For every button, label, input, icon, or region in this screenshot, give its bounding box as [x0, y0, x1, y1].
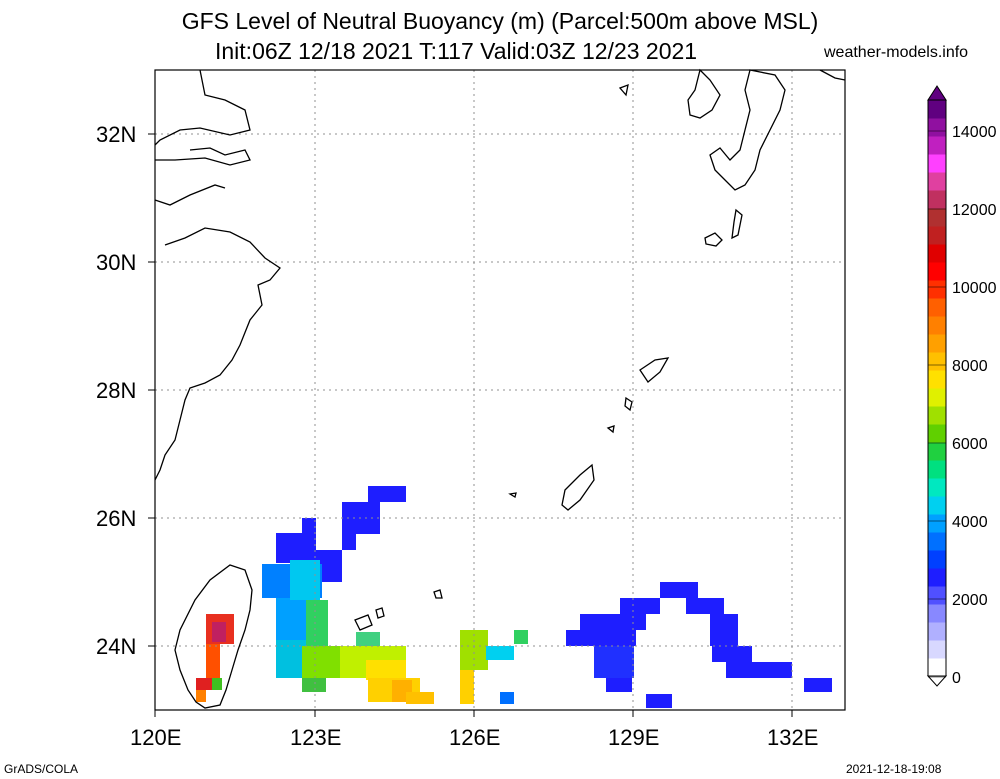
- lat-label: 30N: [96, 250, 136, 275]
- colorbar-bottom-arrow: [926, 675, 948, 687]
- colorbar-segment: [928, 118, 946, 137]
- colorbar-segment: [928, 280, 946, 299]
- footer-timestamp: 2021-12-18-19:08: [846, 762, 942, 776]
- lon-label: 132E: [767, 725, 818, 750]
- colorbar-segment: [928, 622, 946, 641]
- colorbar-segment: [928, 298, 946, 317]
- site-credit: weather-models.info: [824, 44, 969, 61]
- colorbar-segment: [928, 424, 946, 443]
- colorbar-segment: [928, 640, 946, 659]
- colorbar-segment: [928, 208, 946, 227]
- colorbar-segment: [928, 658, 946, 677]
- lon-label: 123E: [290, 725, 341, 750]
- colorbar-segment: [928, 604, 946, 623]
- coastlines: [154, 68, 846, 709]
- colorbar-label: 14000: [952, 124, 997, 141]
- colorbar-segment: [928, 190, 946, 209]
- colorbar-segment: [928, 442, 946, 461]
- colorbar-label: 4000: [952, 514, 988, 531]
- colorbar-segment: [928, 460, 946, 479]
- colorbar-segment: [928, 172, 946, 191]
- colorbar-segment: [928, 370, 946, 389]
- colorbar-label: 2000: [952, 592, 988, 609]
- colorbar-segment: [928, 316, 946, 335]
- colorbar-segment: [928, 586, 946, 605]
- colorbar-segment: [928, 388, 946, 407]
- colorbar-segment: [928, 226, 946, 245]
- lon-label: 126E: [449, 725, 500, 750]
- title-line-1: GFS Level of Neutral Buoyancy (m) (Parce…: [181, 8, 819, 34]
- lat-label: 28N: [96, 378, 136, 403]
- lon-label: 129E: [608, 725, 659, 750]
- colorbar: [926, 85, 948, 687]
- colorbar-label: 10000: [952, 280, 997, 297]
- colorbar-segment: [928, 478, 946, 497]
- colorbar-segment: [928, 136, 946, 155]
- colorbar-segment: [928, 532, 946, 551]
- colorbar-segment: [928, 352, 946, 371]
- colorbar-segment: [928, 154, 946, 173]
- colorbar-label: 6000: [952, 436, 988, 453]
- colorbar-segment: [928, 244, 946, 263]
- colorbar-top-arrow: [927, 85, 947, 101]
- colorbar-segment: [928, 262, 946, 281]
- colorbar-label: 12000: [952, 202, 997, 219]
- colorbar-segment: [928, 406, 946, 425]
- colorbar-segment: [928, 100, 946, 119]
- lon-labels: 120E 123E 126E 129E 132E: [130, 725, 818, 750]
- axis-ticks: [148, 133, 793, 717]
- lat-label: 32N: [96, 122, 136, 147]
- colorbar-segment: [928, 550, 946, 569]
- title-line-2: Init:06Z 12/18 2021 T:117 Valid:03Z 12/2…: [215, 38, 698, 64]
- lat-label: 24N: [96, 634, 136, 659]
- neutral-buoyancy-field: [196, 486, 832, 708]
- lat-labels: 32N 30N 28N 26N 24N: [96, 122, 136, 659]
- colorbar-segment: [928, 334, 946, 353]
- footer-credit: GrADS/COLA: [4, 762, 79, 776]
- colorbar-labels: 14000 12000 10000 8000 6000 4000 2000 0: [952, 124, 997, 687]
- colorbar-frame: [927, 99, 947, 677]
- lat-lon-grid: [155, 70, 845, 710]
- colorbar-label: 8000: [952, 358, 988, 375]
- lon-label: 120E: [130, 725, 181, 750]
- colorbar-segment: [928, 568, 946, 587]
- lat-label: 26N: [96, 506, 136, 531]
- colorbar-segment: [928, 496, 946, 515]
- colorbar-segment: [928, 514, 946, 533]
- colorbar-label: 0: [952, 670, 961, 687]
